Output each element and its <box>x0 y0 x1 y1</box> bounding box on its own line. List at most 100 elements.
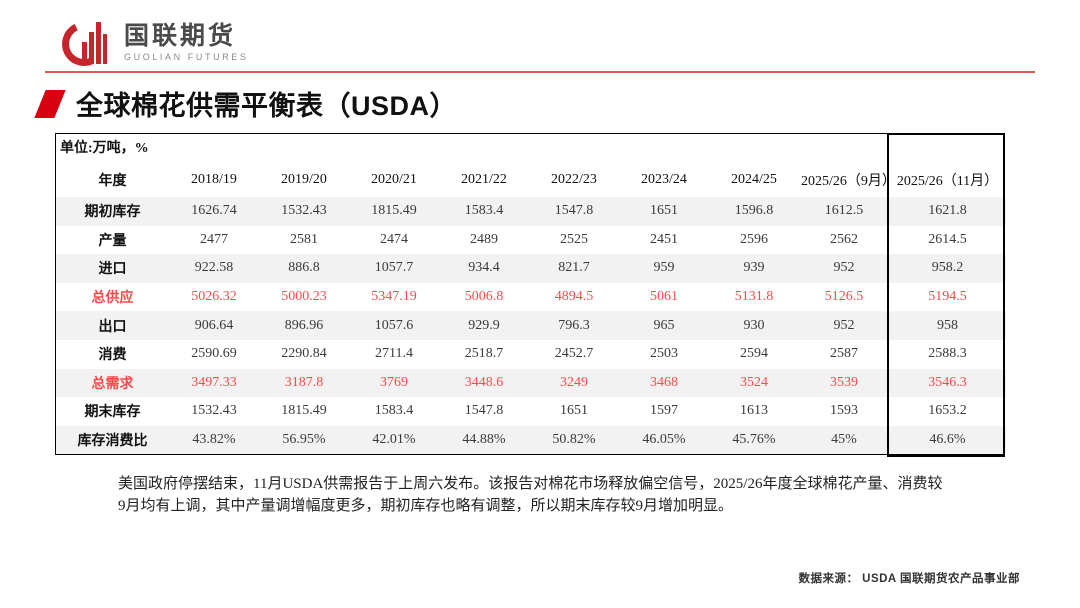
value-cell: 2474 <box>380 231 408 247</box>
value-cell: 896.96 <box>284 317 324 333</box>
value-cell: 939 <box>743 260 765 276</box>
value-cell: 50.82% <box>552 432 596 448</box>
header-cell-season: 2020/21 <box>371 172 417 187</box>
value-cell: 1651 <box>650 203 678 219</box>
value-cell: 5000.23 <box>281 289 327 305</box>
value-cell: 929.9 <box>468 317 500 333</box>
value-cell: 1583.4 <box>464 203 504 219</box>
value-cell: 2525 <box>560 231 588 247</box>
value-cell: 3448.6 <box>464 374 504 390</box>
table-row: 期初库存 1626.74 1532.43 1815.49 1583.4 1547.8 165… <box>56 197 1006 226</box>
value-cell: 1596.8 <box>734 203 774 219</box>
value-cell: 2614.5 <box>928 231 967 247</box>
value-cell: 2489 <box>470 231 498 247</box>
header-cell-season: 2018/19 <box>191 172 237 187</box>
value-cell: 796.3 <box>558 317 590 333</box>
balance-table-container: 单位:万吨，% 年度 2018/19 2019/20 2020/21 2021/22 20… <box>55 133 1006 457</box>
table-row: 产量 2477 2581 2474 2489 2525 2451 2596 2562 2614.5 <box>56 226 1006 255</box>
value-cell: 5026.32 <box>191 289 237 305</box>
value-cell: 2711.4 <box>375 346 413 362</box>
value-cell: 2503 <box>650 346 678 362</box>
value-cell: 2594 <box>740 346 768 362</box>
value-cell: 2518.7 <box>464 346 504 362</box>
value-cell: 930 <box>743 317 765 333</box>
value-cell: 1547.8 <box>464 403 504 419</box>
value-cell: 922.58 <box>194 260 234 276</box>
page-title: 全球棉花供需平衡表（USDA） <box>76 91 458 121</box>
row-label: 进口 <box>98 262 127 278</box>
value-cell: 2581 <box>290 231 318 247</box>
value-cell: 5126.5 <box>824 289 864 305</box>
value-cell: 3249 <box>560 374 588 390</box>
value-cell: 1612.5 <box>824 203 864 219</box>
value-cell: 1547.8 <box>554 203 594 219</box>
header-cell-season: 2021/22 <box>461 172 507 187</box>
value-cell: 46.6% <box>929 432 966 448</box>
row-label: 库存消费比 <box>77 434 148 450</box>
value-cell: 965 <box>653 317 675 333</box>
header-cell-season: 2022/23 <box>551 172 597 187</box>
header-cell-season: 2019/20 <box>281 172 327 187</box>
value-cell: 1532.43 <box>281 203 327 219</box>
value-cell: 952 <box>833 260 855 276</box>
value-cell: 1621.8 <box>928 203 967 219</box>
commentary-text: 美国政府停摆结束，11月USDA供需报告于上周六发布。该报告对棉花市场释放偏空信… <box>118 476 943 514</box>
row-label: 产量 <box>98 233 127 249</box>
title-slash-icon <box>34 89 66 118</box>
value-cell: 1815.49 <box>371 203 417 219</box>
value-cell: 43.82% <box>192 432 236 448</box>
value-cell: 2451 <box>650 231 678 247</box>
value-cell: 958.2 <box>931 260 964 276</box>
value-cell: 3539 <box>830 374 858 390</box>
value-cell: 3546.3 <box>928 374 967 390</box>
value-cell: 1653.2 <box>928 403 967 419</box>
brand-name-cn: 国联期货 <box>124 22 237 50</box>
value-cell: 1597 <box>650 403 678 419</box>
unit-label: 单位:万吨，% <box>60 141 149 156</box>
header-cell-season: 2023/24 <box>641 172 687 187</box>
value-cell: 1815.49 <box>281 403 327 419</box>
row-label: 总需求 <box>91 376 134 392</box>
value-cell: 1583.4 <box>374 403 414 419</box>
value-cell: 3524 <box>740 374 768 390</box>
row-label: 出口 <box>98 319 127 335</box>
table-row: 消费 2590.69 2290.84 2711.4 2518.7 2452.7 2503 25… <box>56 340 1006 369</box>
value-cell: 5131.8 <box>734 289 774 305</box>
brand-text: 国联期货 GUOLIAN FUTURES <box>124 18 249 63</box>
header-cell-year-label: 年度 <box>98 174 127 189</box>
value-cell: 2562 <box>830 231 858 247</box>
table-row: 进口 922.58 886.8 1057.7 934.4 821.7 959 939 952 95… <box>56 254 1006 283</box>
table-row: 总供应 5026.32 5000.23 5347.19 5006.8 4894.5 5061… <box>56 283 1006 312</box>
value-cell: 5347.19 <box>371 289 417 305</box>
value-cell: 2590.69 <box>191 346 237 362</box>
value-cell: 45% <box>831 432 857 448</box>
brand-logo: 国联期货 GUOLIAN FUTURES <box>45 15 1035 73</box>
value-cell: 1593 <box>830 403 858 419</box>
value-cell: 2290.84 <box>281 346 327 362</box>
table-row: 总需求 3497.33 3187.8 3769 3448.6 3249 3468 3524 35… <box>56 368 1006 398</box>
balance-table: 年度 2018/19 2019/20 2020/21 2021/22 2022/23 202… <box>56 163 1006 455</box>
row-label: 消费 <box>98 348 127 364</box>
value-cell: 5194.5 <box>928 289 967 305</box>
guolian-logo-icon <box>55 15 114 73</box>
value-cell: 5061 <box>650 289 678 305</box>
value-cell: 46.05% <box>642 432 686 448</box>
value-cell: 56.95% <box>282 432 326 448</box>
value-cell: 934.4 <box>468 260 500 276</box>
data-source: 数据来源： USDA 国联期货农产品事业部 <box>798 573 1020 585</box>
header-cell-season: 2025/26（9月） <box>801 174 889 189</box>
value-cell: 1651 <box>560 403 588 419</box>
brand-name-en: GUOLIAN FUTURES <box>124 52 249 62</box>
value-cell: 1057.7 <box>374 260 414 276</box>
header-cell-season: 2025/26（11月） <box>896 174 999 189</box>
page-header: 国联期货 GUOLIAN FUTURES <box>45 15 1035 73</box>
value-cell: 45.76% <box>732 432 776 448</box>
value-cell: 44.88% <box>462 432 506 448</box>
table-row: 期末库存 1532.43 1815.49 1583.4 1547.8 1651 1597 16… <box>56 397 1006 426</box>
value-cell: 821.7 <box>558 260 590 276</box>
value-cell: 4894.5 <box>554 289 594 305</box>
value-cell: 886.8 <box>288 260 320 276</box>
value-cell: 1613 <box>740 403 768 419</box>
value-cell: 958 <box>937 317 958 333</box>
value-cell: 959 <box>653 260 675 276</box>
